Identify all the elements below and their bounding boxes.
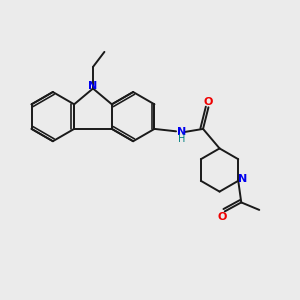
Text: H: H [178,134,185,143]
Text: O: O [218,212,227,222]
Text: N: N [238,174,248,184]
Text: N: N [88,80,98,91]
Text: O: O [204,97,213,107]
Text: N: N [177,127,186,137]
